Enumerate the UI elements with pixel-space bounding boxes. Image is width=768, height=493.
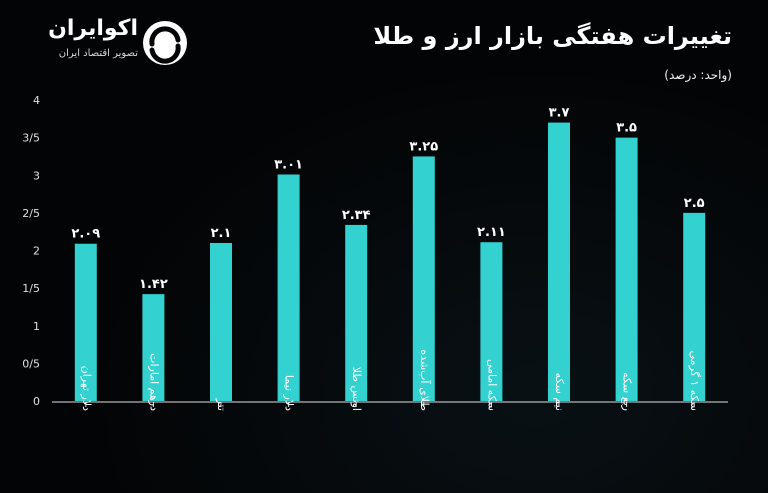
brand-block: اکوایران تصویر اقتصاد ایران <box>22 14 192 70</box>
ecoiran-logo-icon <box>143 21 187 65</box>
bar <box>548 122 570 401</box>
y-tick-label: 3/5 <box>22 132 40 145</box>
bar <box>210 242 232 401</box>
y-tick-label: 4 <box>33 94 40 107</box>
x-tick-label: ربع سکه <box>621 372 634 411</box>
brand-name: اکوایران <box>48 16 138 41</box>
chart-unit-subtitle: (واحد: درصد) <box>664 68 732 82</box>
bar <box>412 156 435 401</box>
y-tick-label: 2 <box>33 245 40 258</box>
bar <box>683 212 706 401</box>
x-tick-label: درهم امارات <box>147 353 160 411</box>
y-tick-label: 2/5 <box>22 207 40 220</box>
data-label: ۲.۱ <box>211 226 232 241</box>
data-label: ۲.۵ <box>684 196 705 211</box>
x-tick-label: اونس طلا <box>350 367 363 411</box>
x-tick-label: سکه امامی <box>485 359 498 411</box>
y-tick-label: 0/5 <box>22 357 40 370</box>
x-tick-label: دلار نیما <box>283 375 296 411</box>
chart-title: تغییرات هفتگی بازار ارز و طلا <box>373 22 732 50</box>
x-tick-label: طلای آب‌شده <box>418 349 432 411</box>
data-label: ۳.۷ <box>549 106 570 121</box>
data-label: ۱.۴۲ <box>139 277 168 292</box>
bar <box>277 174 300 401</box>
y-tick-label: 3 <box>33 169 40 182</box>
y-tick-label: 1 <box>33 320 40 333</box>
data-label: ۲.۰۹ <box>71 227 100 242</box>
x-tick-label: تتر <box>215 398 228 411</box>
bar <box>615 137 638 401</box>
brand-tagline: تصویر اقتصاد ایران <box>58 48 138 59</box>
data-label: ۳.۲۵ <box>409 139 438 154</box>
data-label: ۲.۳۴ <box>342 208 371 223</box>
data-label: ۳.۰۱ <box>274 157 303 172</box>
bar <box>345 224 368 401</box>
data-label: ۳.۵ <box>616 121 637 136</box>
y-tick-label: 0 <box>33 395 40 408</box>
x-tick-label: دلار تهران <box>80 366 93 411</box>
y-tick-label: 1/5 <box>22 282 40 295</box>
bar <box>74 243 97 401</box>
data-label: ۲.۱۱ <box>477 225 506 240</box>
bar <box>142 294 165 401</box>
x-tick-label: نیم سکه <box>553 373 566 411</box>
bar <box>480 242 503 401</box>
x-tick-label: سکه ۱ گرمی <box>688 351 701 411</box>
